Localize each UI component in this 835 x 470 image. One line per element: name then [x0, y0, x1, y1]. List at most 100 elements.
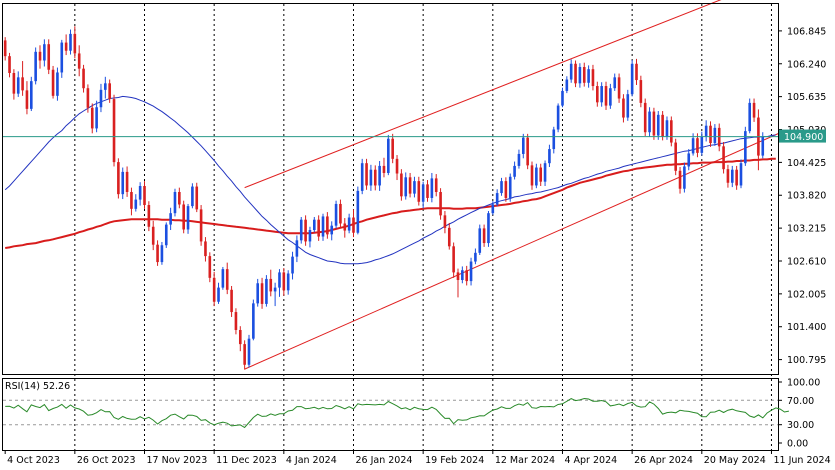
time-tick-label: 4 Jan 2024: [286, 455, 337, 466]
candle-body: [569, 63, 573, 80]
candle-body: [273, 287, 277, 292]
candle: [156, 240, 159, 266]
candle: [434, 174, 438, 197]
candle: [108, 79, 111, 103]
candle-body: [447, 227, 451, 247]
candle-body: [517, 153, 521, 166]
candle: [552, 126, 556, 154]
candle-body: [565, 79, 569, 91]
candle: [521, 133, 525, 159]
candle: [12, 69, 16, 100]
candle-body: [43, 44, 46, 61]
candle-body: [151, 226, 155, 245]
candle: [643, 98, 647, 137]
candle: [339, 199, 342, 228]
candle: [182, 200, 185, 234]
candle: [86, 84, 90, 113]
candle: [604, 81, 608, 110]
candle-body: [8, 56, 11, 74]
candle-body: [700, 136, 704, 153]
candle-body: [295, 240, 299, 257]
candle: [8, 52, 11, 78]
regression-channel: [244, 0, 781, 370]
current-price-badge: [779, 129, 826, 143]
candle-body: [443, 215, 447, 228]
candle-body: [648, 111, 651, 133]
candle: [561, 87, 564, 108]
current-price-label: 104.900: [784, 132, 823, 143]
candle-body: [596, 86, 599, 103]
candle: [225, 262, 229, 295]
candle: [291, 251, 294, 280]
candle-body: [365, 163, 368, 186]
candle: [709, 121, 712, 147]
candle: [217, 282, 220, 304]
candle: [204, 237, 207, 262]
candle: [652, 107, 656, 140]
candle-body: [548, 149, 551, 164]
candle: [321, 213, 325, 241]
candle: [395, 155, 399, 181]
candle-body: [313, 219, 316, 231]
candle: [452, 242, 455, 278]
time-tick-label: 19 Feb 2024: [425, 455, 484, 466]
candle: [173, 188, 177, 217]
candle-body: [543, 163, 547, 182]
candle-body: [687, 153, 691, 167]
candle-body: [321, 216, 325, 237]
candle-body: [99, 89, 103, 108]
candle: [382, 157, 386, 178]
candle-body: [208, 256, 212, 278]
candle: [178, 187, 181, 209]
rsi-indicator-label: RSI(14) 52.26: [5, 381, 70, 392]
candle-body: [561, 90, 564, 106]
candle: [648, 107, 651, 137]
candle-body: [674, 142, 677, 171]
candle-body: [478, 228, 482, 253]
candle-body: [160, 245, 164, 263]
candle: [487, 211, 490, 247]
candle-body: [73, 33, 77, 54]
candle-body: [434, 178, 438, 192]
candle-body: [265, 278, 268, 304]
candle-body: [221, 269, 225, 288]
candle: [717, 123, 721, 152]
candle: [282, 268, 286, 296]
candle-body: [748, 102, 752, 132]
candle-body: [744, 131, 747, 164]
candle-body: [212, 277, 216, 302]
candle: [474, 248, 477, 265]
candle-body: [761, 136, 765, 156]
candle: [478, 224, 482, 256]
candle: [696, 133, 699, 158]
candle: [138, 182, 142, 206]
time-tick-label: 20 May 2024: [704, 455, 766, 466]
candle: [265, 275, 268, 307]
candle-body: [29, 81, 33, 109]
candle: [313, 216, 316, 233]
candle: [591, 64, 595, 91]
candle-body: [69, 33, 72, 51]
candle: [622, 94, 625, 123]
candle-body: [652, 111, 656, 136]
candle-body: [526, 137, 529, 166]
candle-body: [47, 44, 51, 70]
candle: [404, 172, 408, 200]
price-tick-label: 106.240: [787, 59, 826, 70]
candle-body: [95, 107, 98, 129]
candle: [526, 133, 529, 170]
candle-body: [182, 204, 185, 230]
candle: [25, 81, 29, 115]
candle: [343, 218, 347, 238]
candle-body: [134, 199, 138, 209]
candle-body: [600, 86, 603, 103]
time-tick-label: 17 Nov 2023: [147, 455, 208, 466]
candle: [247, 334, 251, 368]
candle-body: [661, 114, 664, 137]
candle: [43, 39, 46, 67]
candle-body: [256, 283, 260, 304]
candle: [443, 211, 447, 234]
candle-body: [417, 181, 421, 202]
candle-body: [138, 186, 142, 200]
candle-body: [465, 270, 468, 282]
